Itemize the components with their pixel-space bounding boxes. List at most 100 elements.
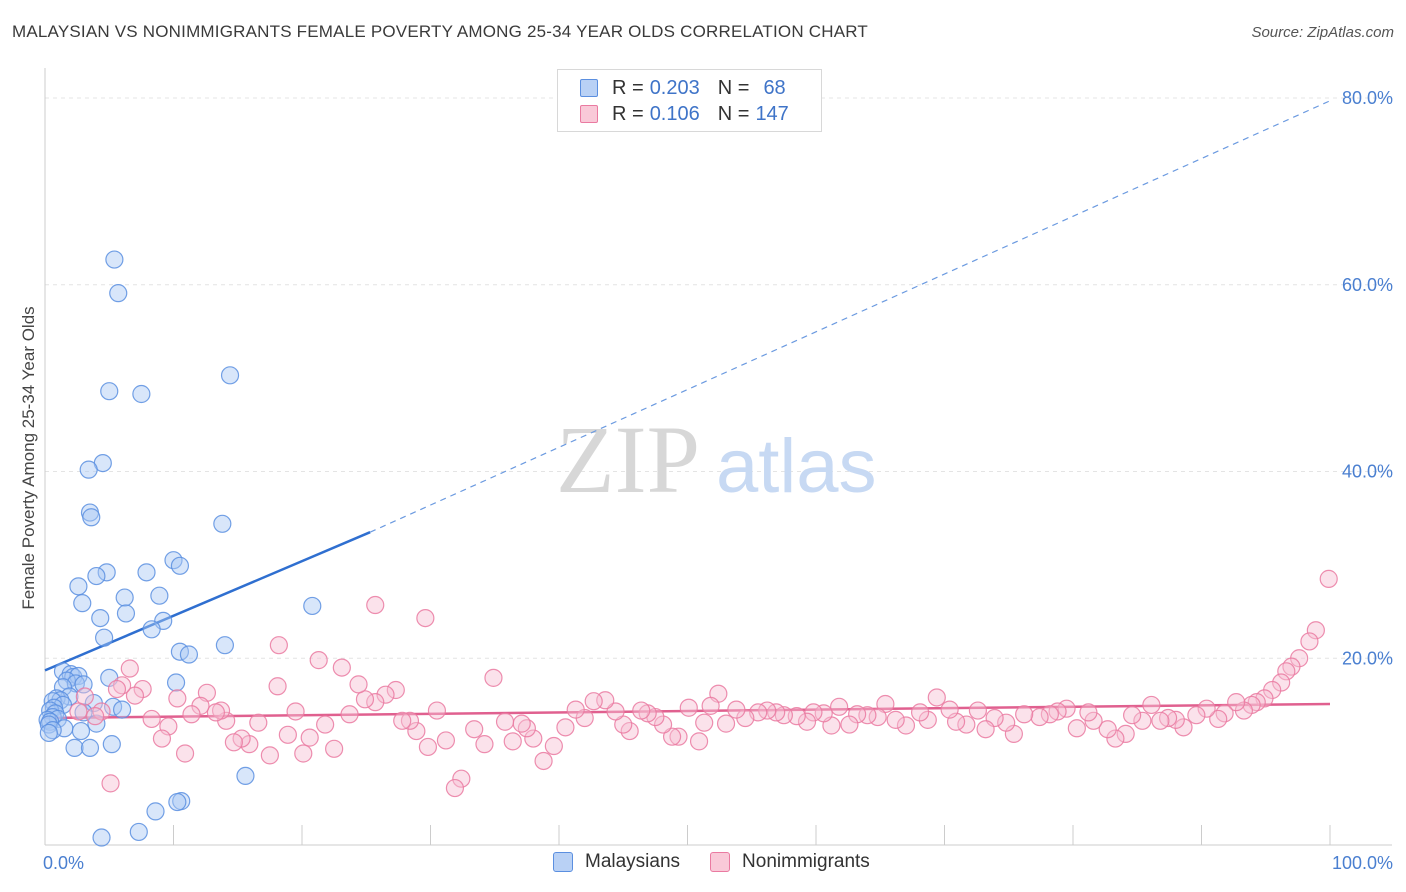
data-point — [1106, 729, 1125, 748]
data-point — [166, 673, 186, 692]
data-point — [393, 711, 412, 730]
data-point — [294, 744, 313, 763]
data-point — [249, 713, 268, 732]
data-point — [168, 689, 187, 708]
data-point — [1209, 709, 1228, 729]
data-point — [125, 686, 145, 705]
data-point — [182, 705, 201, 724]
data-point — [524, 729, 543, 748]
data-point — [632, 701, 651, 720]
legend-row-malaysians: R = 0.203 N = 68 — [580, 76, 786, 100]
legend-swatch-malaysians — [553, 852, 573, 872]
data-point — [105, 250, 124, 269]
axis-labels: 20.0% 40.0% 60.0% 80.0% 0.0% 100.0% — [43, 88, 1393, 873]
trend-line-malaysians — [44, 531, 371, 672]
data-point — [695, 713, 714, 732]
data-point — [112, 700, 132, 719]
legend-n-label: N = — [717, 76, 750, 99]
data-point — [152, 729, 172, 748]
data-point — [340, 705, 359, 724]
data-point — [1123, 706, 1142, 725]
legend-n-value: 68 — [763, 76, 786, 99]
data-point — [137, 563, 156, 582]
grid — [45, 97, 1392, 659]
data-point — [886, 710, 905, 729]
data-point — [1142, 695, 1161, 715]
series-legend: Malaysians Nonimmigrants — [553, 851, 900, 873]
y-tick-label: 20.0% — [1342, 648, 1393, 668]
chart-title: MALAYSIAN VS NONIMMIGRANTS FEMALE POVERT… — [12, 22, 869, 41]
data-point — [1040, 705, 1059, 724]
legend-n-value: 147 — [755, 102, 789, 125]
data-point — [102, 735, 121, 754]
data-point — [848, 705, 867, 724]
data-point — [767, 703, 786, 722]
data-point — [1079, 703, 1098, 722]
data-point — [142, 709, 161, 729]
data-point — [957, 715, 976, 734]
data-point — [309, 651, 328, 670]
data-point — [349, 675, 368, 694]
data-point — [79, 460, 98, 479]
data-point — [534, 751, 553, 771]
legend-label-malaysians: Malaysians — [585, 851, 681, 872]
legend-r-label: R = — [612, 76, 644, 99]
series-malaysians — [38, 250, 322, 847]
data-point — [1116, 724, 1135, 743]
legend-swatch-malaysians — [580, 79, 598, 97]
data-point — [1030, 707, 1049, 727]
data-point — [997, 713, 1016, 732]
data-point — [1187, 706, 1206, 725]
legend-swatch-nonimmigrants — [580, 105, 598, 123]
data-point — [332, 658, 351, 677]
data-point — [566, 700, 585, 719]
data-point — [927, 688, 946, 707]
legend-r-value: 0.203 — [649, 76, 700, 99]
data-point — [830, 697, 849, 716]
data-point — [1197, 699, 1216, 718]
data-point — [976, 720, 995, 739]
x-tick-label: 100.0% — [1332, 853, 1393, 873]
data-point — [168, 792, 187, 812]
data-point — [65, 738, 84, 757]
data-point — [316, 715, 335, 734]
data-point — [115, 588, 134, 607]
y-axis-title: Female Poverty Among 25-34 Year Olds — [19, 306, 38, 609]
data-point — [1300, 632, 1319, 651]
x-tick-label: 0.0% — [43, 853, 84, 873]
data-point — [689, 732, 709, 751]
data-point — [109, 284, 128, 303]
data-point — [797, 712, 817, 731]
data-point — [620, 721, 639, 741]
data-point — [1015, 705, 1034, 724]
data-point — [100, 382, 119, 401]
data-point — [556, 718, 575, 737]
watermark-zip: ZIP — [556, 406, 700, 513]
data-point — [71, 721, 91, 741]
data-point — [1098, 720, 1117, 739]
data-point — [584, 692, 603, 711]
series-nonimmigrants — [69, 569, 1338, 798]
data-point — [662, 727, 682, 746]
data-point — [95, 628, 114, 647]
data-point — [1174, 718, 1193, 737]
data-point — [206, 703, 226, 722]
data-point — [1319, 569, 1338, 588]
data-point — [73, 594, 92, 613]
data-point — [92, 828, 111, 847]
data-point — [82, 508, 101, 527]
data-point — [475, 735, 494, 754]
data-point — [300, 728, 319, 747]
data-point — [69, 702, 88, 721]
data-point — [236, 766, 255, 786]
data-point — [1067, 719, 1086, 738]
data-point — [758, 701, 777, 720]
axes — [44, 68, 1392, 846]
y-tick-label: 40.0% — [1342, 462, 1393, 482]
stats-legend: R = 0.203 N = 68 R = 0.106 N = 147 — [557, 69, 822, 132]
data-point — [1151, 711, 1170, 730]
legend-n-label: N = — [717, 102, 750, 125]
data-point — [418, 737, 438, 757]
legend-item-nonimmigrants: Nonimmigrants — [710, 851, 870, 873]
data-point — [107, 679, 127, 699]
